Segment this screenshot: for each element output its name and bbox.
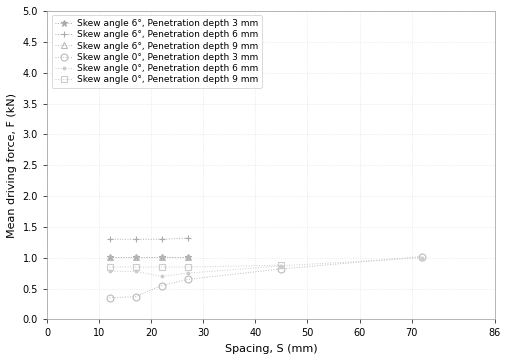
Skew angle 6°, Penetration depth 3 mm bbox=[133, 255, 139, 259]
Skew angle 0°, Penetration depth 9 mm bbox=[107, 265, 113, 269]
Skew angle 0°, Penetration depth 6 mm bbox=[419, 256, 425, 260]
Skew angle 0°, Penetration depth 6 mm bbox=[278, 264, 284, 268]
Line: Skew angle 6°, Penetration depth 6 mm: Skew angle 6°, Penetration depth 6 mm bbox=[106, 235, 191, 243]
Skew angle 6°, Penetration depth 9 mm bbox=[133, 255, 139, 259]
Line: Skew angle 0°, Penetration depth 3 mm: Skew angle 0°, Penetration depth 3 mm bbox=[106, 253, 426, 301]
Skew angle 6°, Penetration depth 9 mm bbox=[107, 255, 113, 259]
Skew angle 0°, Penetration depth 3 mm bbox=[158, 283, 165, 288]
Skew angle 6°, Penetration depth 6 mm bbox=[184, 236, 190, 240]
Skew angle 6°, Penetration depth 3 mm bbox=[107, 255, 113, 259]
Line: Skew angle 6°, Penetration depth 3 mm: Skew angle 6°, Penetration depth 3 mm bbox=[106, 253, 191, 260]
Skew angle 0°, Penetration depth 3 mm bbox=[278, 267, 284, 271]
Skew angle 0°, Penetration depth 3 mm bbox=[107, 296, 113, 300]
Line: Skew angle 0°, Penetration depth 9 mm: Skew angle 0°, Penetration depth 9 mm bbox=[106, 262, 285, 270]
Skew angle 0°, Penetration depth 6 mm bbox=[133, 269, 139, 274]
Line: Skew angle 6°, Penetration depth 9 mm: Skew angle 6°, Penetration depth 9 mm bbox=[106, 253, 191, 260]
Line: Skew angle 0°, Penetration depth 6 mm: Skew angle 0°, Penetration depth 6 mm bbox=[107, 255, 425, 279]
Skew angle 0°, Penetration depth 6 mm bbox=[158, 274, 165, 278]
X-axis label: Spacing, S (mm): Spacing, S (mm) bbox=[225, 344, 318, 354]
Skew angle 0°, Penetration depth 3 mm bbox=[133, 295, 139, 299]
Skew angle 0°, Penetration depth 6 mm bbox=[107, 269, 113, 274]
Skew angle 0°, Penetration depth 9 mm bbox=[184, 265, 190, 269]
Skew angle 6°, Penetration depth 3 mm bbox=[158, 255, 165, 259]
Skew angle 6°, Penetration depth 9 mm bbox=[184, 255, 190, 259]
Legend: Skew angle 6°, Penetration depth 3 mm, Skew angle 6°, Penetration depth 6 mm, Sk: Skew angle 6°, Penetration depth 3 mm, S… bbox=[51, 16, 262, 88]
Skew angle 0°, Penetration depth 9 mm bbox=[158, 265, 165, 269]
Skew angle 0°, Penetration depth 3 mm bbox=[419, 255, 425, 259]
Skew angle 0°, Penetration depth 3 mm bbox=[184, 277, 190, 282]
Skew angle 6°, Penetration depth 9 mm bbox=[158, 255, 165, 259]
Skew angle 6°, Penetration depth 6 mm bbox=[158, 237, 165, 242]
Skew angle 6°, Penetration depth 3 mm bbox=[184, 255, 190, 259]
Skew angle 6°, Penetration depth 6 mm bbox=[107, 237, 113, 242]
Skew angle 0°, Penetration depth 6 mm bbox=[184, 271, 190, 275]
Y-axis label: Mean driving force, F (kN): Mean driving force, F (kN) bbox=[7, 93, 17, 238]
Skew angle 6°, Penetration depth 6 mm bbox=[133, 237, 139, 242]
Skew angle 0°, Penetration depth 9 mm bbox=[278, 263, 284, 268]
Skew angle 0°, Penetration depth 9 mm bbox=[133, 265, 139, 269]
